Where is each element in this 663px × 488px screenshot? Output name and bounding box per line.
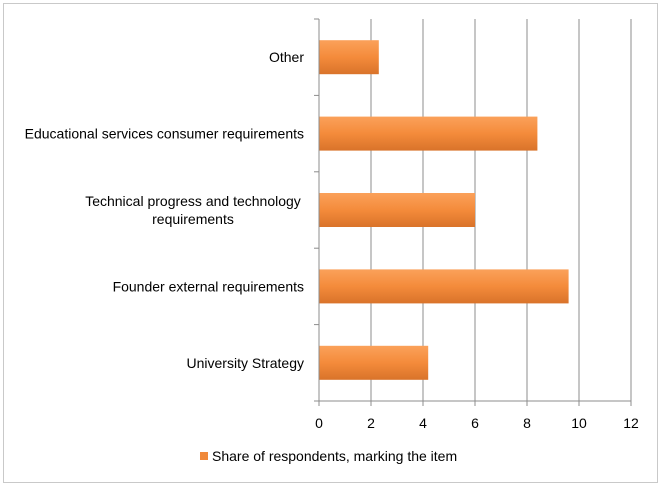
x-tick-label-4: 8 — [523, 415, 531, 431]
x-tick-label-3: 6 — [471, 415, 479, 431]
bar-2 — [319, 193, 475, 227]
bar-1 — [319, 116, 538, 151]
category-label-2: Technical progress and technology require… — [85, 193, 301, 227]
bar-3 — [319, 269, 569, 304]
gridlines — [370, 19, 632, 401]
bar-4 — [319, 345, 429, 380]
bar-0 — [319, 40, 379, 75]
category-label-4: University Strategy — [187, 355, 304, 371]
legend: Share of respondents, marking the item — [200, 448, 457, 464]
x-tick-label-0: 0 — [315, 415, 323, 431]
legend-label: Share of respondents, marking the item — [212, 448, 457, 464]
legend-swatch — [200, 452, 208, 460]
category-label-3: Founder external requirements — [113, 278, 304, 294]
x-tick-labels: 0 2 4 6 8 10 12 — [315, 415, 639, 431]
category-label-0: Other — [269, 49, 304, 65]
x-tick-label-1: 2 — [367, 415, 375, 431]
bars — [319, 40, 569, 380]
chart-frame — [3, 3, 658, 483]
x-tick-label-6: 12 — [623, 415, 639, 431]
x-tick-label-5: 10 — [571, 415, 587, 431]
axes — [314, 18, 632, 406]
category-label-1: Educational services consumer requiremen… — [25, 126, 304, 142]
category-labels: Other Educational services consumer requi… — [25, 49, 305, 371]
x-tick-label-2: 4 — [419, 415, 427, 431]
